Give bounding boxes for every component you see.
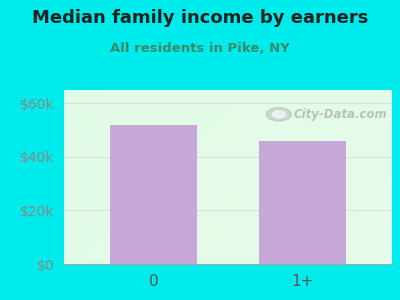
Bar bbox=[259, 141, 346, 264]
Circle shape bbox=[266, 108, 291, 121]
Text: City-Data.com: City-Data.com bbox=[294, 108, 387, 121]
Text: All residents in Pike, NY: All residents in Pike, NY bbox=[110, 42, 290, 55]
Text: Median family income by earners: Median family income by earners bbox=[32, 9, 368, 27]
Bar bbox=[110, 125, 197, 264]
Circle shape bbox=[272, 111, 286, 118]
